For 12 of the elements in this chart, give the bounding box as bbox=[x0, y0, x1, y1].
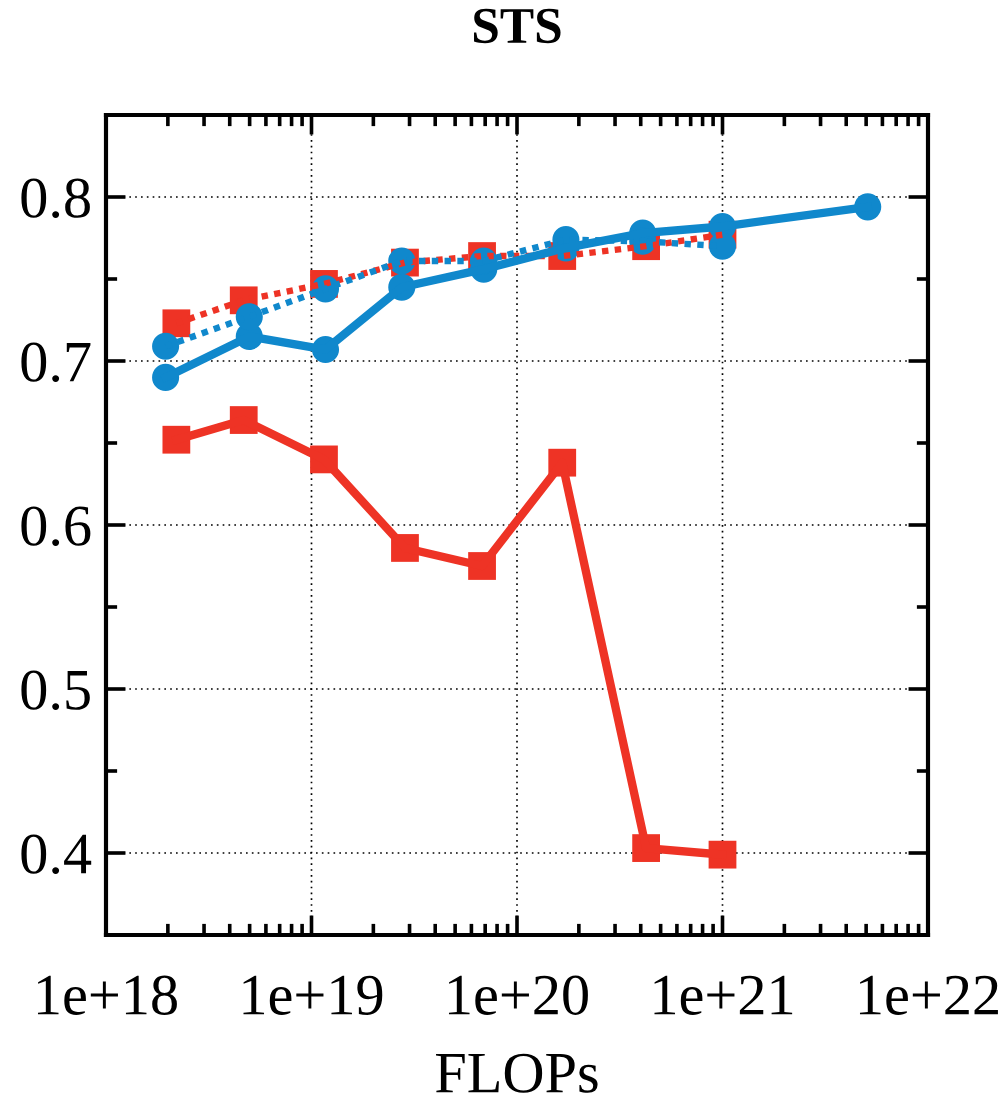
y-tick-label: 0.5 bbox=[21, 670, 90, 711]
y-tick-label: 0.7 bbox=[21, 342, 91, 383]
y-tick-label: 0.4 bbox=[21, 834, 92, 875]
x-tick-label: 1e+22 bbox=[859, 975, 998, 1015]
chart-title: STS bbox=[474, 8, 561, 44]
x-axis-title: FLOPs bbox=[436, 1053, 598, 1093]
x-tick-label: 1e+20 bbox=[448, 975, 588, 1015]
x-tick-label: 1e+19 bbox=[243, 975, 383, 1015]
y-tick-label: 0.6 bbox=[21, 506, 91, 547]
x-tick-label: 1e+18 bbox=[37, 975, 177, 1015]
y-tick-label: 0.8 bbox=[21, 178, 90, 219]
x-tick-label: 1e+21 bbox=[654, 975, 793, 1015]
